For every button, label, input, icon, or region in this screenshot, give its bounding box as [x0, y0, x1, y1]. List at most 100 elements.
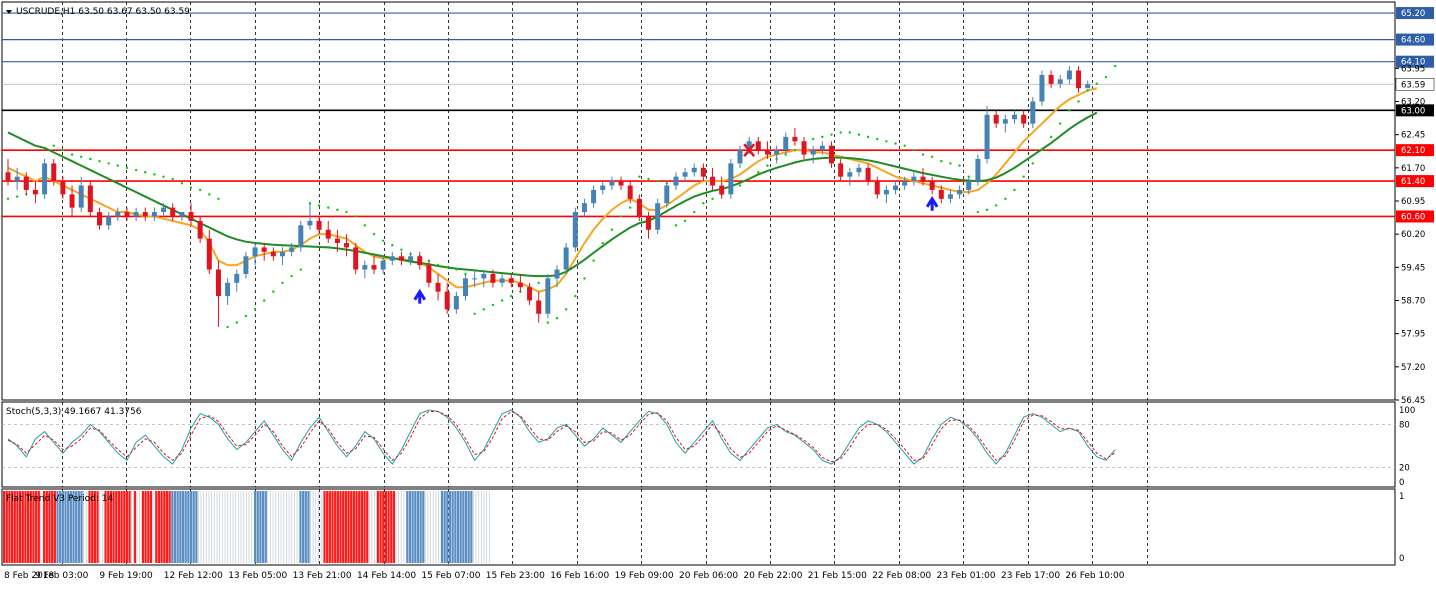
flat-trend-bar-blue: [69, 491, 72, 563]
psar-dot: [162, 175, 165, 178]
candle: [106, 212, 112, 230]
psar-dot: [235, 321, 238, 324]
candle: [472, 269, 478, 288]
candle: [737, 145, 743, 168]
candle-body: [243, 256, 249, 274]
psar-dot: [995, 204, 998, 207]
candle: [142, 207, 148, 221]
psar-dot: [1040, 148, 1044, 152]
psar-dot: [482, 308, 485, 311]
candle-body: [664, 185, 670, 204]
psar-dot: [757, 171, 760, 174]
flat-trend-bar-white: [211, 491, 213, 563]
candle-body: [197, 220, 203, 239]
flat-trend-bar-red: [157, 491, 161, 563]
level-tag: [1396, 144, 1434, 157]
price-tick-label: 57.95: [1401, 330, 1425, 340]
candle-body: [810, 150, 816, 155]
candle: [646, 212, 651, 239]
flat-trend-bar-red: [123, 491, 126, 563]
time-label: 22 Feb 08:00: [872, 571, 931, 581]
candle-body: [78, 185, 84, 208]
psar-dot: [1077, 100, 1080, 103]
flat-trend-bar-blue: [259, 491, 262, 563]
flat-trend-bar-blue: [422, 491, 425, 563]
flat-trend-bar-blue: [173, 491, 177, 563]
flat-trend-bar-red: [331, 491, 334, 563]
candle: [902, 176, 908, 190]
flat-trend-bar-white: [400, 491, 402, 563]
candle-body: [1021, 114, 1027, 124]
candle: [243, 251, 249, 279]
psar-dot: [812, 137, 815, 141]
flat-trend-bar-blue: [77, 491, 80, 563]
level-tag: [1396, 7, 1434, 20]
candle-body: [23, 176, 29, 190]
candle-body: [234, 273, 240, 283]
stoch-scale-label: 100: [1399, 406, 1415, 416]
flat-trend-bar-blue: [72, 491, 75, 563]
candle-body: [1030, 101, 1036, 124]
candle-body: [819, 145, 825, 151]
candle: [856, 163, 862, 177]
flat-trend-bar-white: [310, 491, 311, 563]
candle: [380, 256, 386, 274]
psar-dot: [885, 140, 888, 143]
price-tick-label: 62.45: [1401, 131, 1425, 141]
flat-trend-bar-white: [232, 491, 234, 563]
candle: [197, 216, 203, 244]
flat-trend-bar-blue: [411, 491, 414, 563]
candle-body: [801, 141, 807, 155]
flat-trend-bar-red: [165, 491, 169, 563]
psar-dot: [491, 303, 495, 307]
psar-dot: [1022, 175, 1025, 178]
symbol-title: USCRUDE,H1 63.50 63.67 63.50 63.59: [16, 7, 190, 17]
psar-dot: [455, 268, 458, 271]
candle-body: [536, 300, 542, 314]
psar-dot: [949, 162, 952, 165]
psar-dot: [857, 133, 861, 136]
candle: [481, 269, 487, 288]
dropdown-triangle-icon[interactable]: [6, 10, 12, 14]
psar-dot: [171, 177, 174, 181]
psar-dot: [985, 208, 989, 212]
candle: [1039, 70, 1045, 106]
candle: [966, 176, 972, 195]
candle: [1002, 114, 1008, 133]
flat-trend-bar-white: [480, 491, 482, 563]
flat-trend-bar-white: [216, 491, 218, 563]
candle: [984, 105, 990, 164]
psar-dot: [198, 188, 202, 192]
candle: [655, 198, 661, 235]
candle-body: [435, 282, 441, 292]
candle: [1057, 74, 1063, 89]
flat-trend-bar-white: [224, 491, 226, 563]
flat-trend-bar-red: [96, 491, 99, 563]
flat-trend-bar-blue: [253, 491, 257, 563]
flat-trend-bar-red: [163, 491, 166, 563]
flat-trend-bar-blue: [256, 491, 259, 563]
candle-body: [508, 278, 514, 283]
flat-trend-bar-blue: [440, 491, 444, 563]
flat-trend-bar-white: [312, 491, 314, 563]
candle-body: [572, 212, 578, 248]
flat-trend-bar-red: [13, 491, 16, 563]
chart-header[interactable]: USCRUDE,H1 63.50 63.67 63.50 63.59: [6, 7, 190, 17]
candle-body: [554, 269, 560, 279]
flat-trend-bar-blue: [56, 491, 59, 563]
flat-trend-bar-red: [24, 491, 27, 563]
flat-trend-bar-red: [149, 491, 153, 563]
psar-dot: [500, 299, 504, 302]
flat-trend-bar-blue: [299, 491, 302, 563]
psar-dot: [1049, 135, 1053, 139]
psar-dot: [372, 232, 376, 236]
candle-body: [42, 163, 48, 195]
level-tag-label: 61.40: [1401, 177, 1425, 187]
flat-trend-histogram: 10: [3, 491, 1404, 564]
stoch-scale-label: 20: [1399, 464, 1410, 474]
candle: [792, 128, 798, 146]
flat-trend-bar-white: [318, 491, 319, 563]
candle: [1021, 110, 1027, 129]
flat-trend-bar-white: [203, 491, 205, 563]
